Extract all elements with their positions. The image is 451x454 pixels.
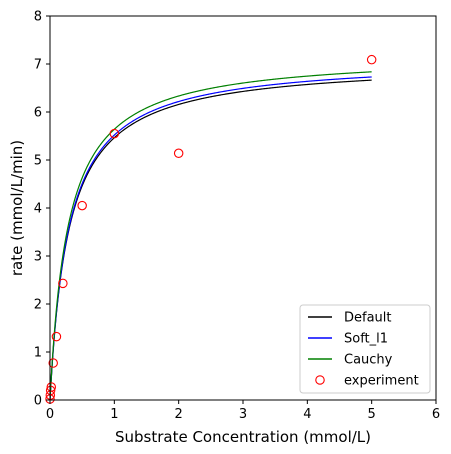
y-axis-ticks: 0 1 2 3 4 5 6 7 8 bbox=[34, 10, 50, 409]
legend: Default Soft_l1 Cauchy experiment bbox=[299, 304, 431, 394]
y-tick-label: 5 bbox=[34, 154, 42, 169]
legend-label-cauchy: Cauchy bbox=[344, 353, 393, 368]
data-point bbox=[366, 54, 377, 65]
data-point bbox=[173, 148, 184, 159]
legend-label-default: Default bbox=[344, 311, 392, 326]
x-tick-label: 4 bbox=[303, 407, 311, 422]
y-tick-label: 6 bbox=[34, 106, 42, 121]
data-point bbox=[58, 278, 68, 289]
x-tick-label: 5 bbox=[368, 407, 376, 422]
data-point bbox=[77, 200, 87, 211]
x-tick-label: 0 bbox=[46, 407, 54, 422]
y-tick-label: 2 bbox=[34, 298, 42, 313]
series-line-soft_l1 bbox=[50, 76, 372, 400]
data-point bbox=[46, 382, 57, 392]
legend-label-experiment: experiment bbox=[344, 374, 419, 389]
legend-box bbox=[299, 304, 431, 394]
y-axis-label: rate (mmol/L/min) bbox=[8, 140, 26, 276]
y-tick-label: 3 bbox=[34, 250, 42, 265]
data-point bbox=[51, 331, 62, 342]
data-point bbox=[45, 385, 56, 396]
y-tick-label: 7 bbox=[34, 58, 42, 73]
y-tick-label: 0 bbox=[34, 394, 42, 409]
data-point bbox=[48, 358, 58, 368]
y-tick-label: 4 bbox=[34, 202, 42, 217]
y-tick-label: 8 bbox=[34, 10, 42, 25]
y-tick-label: 1 bbox=[34, 346, 42, 361]
data-point bbox=[109, 128, 120, 139]
plot-area bbox=[45, 15, 437, 404]
series-line-cauchy bbox=[50, 71, 372, 400]
x-tick-label: 6 bbox=[432, 407, 440, 422]
x-tick-label: 3 bbox=[239, 407, 247, 422]
series-group bbox=[50, 71, 372, 400]
legend-label-soft_l1: Soft_l1 bbox=[344, 332, 388, 347]
x-axis-label: Substrate Concentration (mmol/L) bbox=[115, 428, 371, 446]
series-line-default bbox=[50, 79, 372, 400]
x-axis-ticks: 0 1 2 3 4 5 6 bbox=[46, 400, 440, 422]
legend-swatch-experiment bbox=[315, 375, 325, 385]
x-tick-label: 2 bbox=[175, 407, 183, 422]
x-tick-label: 1 bbox=[110, 407, 118, 422]
